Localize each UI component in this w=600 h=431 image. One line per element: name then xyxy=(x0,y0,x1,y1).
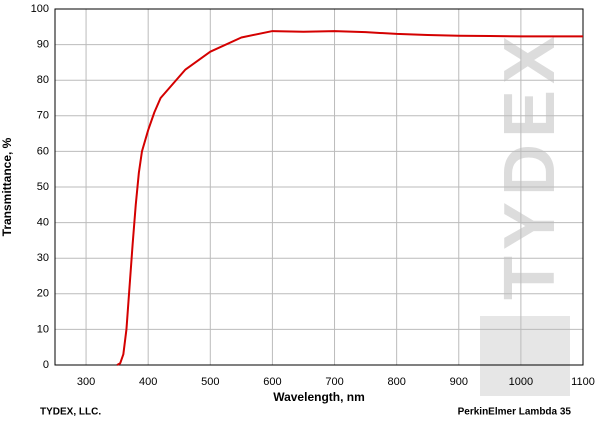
x-tick-label: 1000 xyxy=(509,376,533,388)
y-tick-label: 30 xyxy=(37,252,49,264)
y-tick-label: 50 xyxy=(37,181,49,193)
y-tick-label: 100 xyxy=(31,3,49,15)
x-tick-label: 700 xyxy=(325,376,343,388)
y-tick-label: 90 xyxy=(37,39,49,51)
y-tick-label: 80 xyxy=(37,74,49,86)
y-tick-label: 20 xyxy=(37,288,49,300)
footer-left: TYDEX, LLC. xyxy=(40,407,101,418)
x-tick-label: 1100 xyxy=(571,376,595,388)
x-tick-label: 900 xyxy=(450,376,468,388)
data-line xyxy=(116,30,583,366)
watermark: TYDEX xyxy=(490,30,570,300)
y-axis-label: Transmittance, % xyxy=(0,137,14,236)
y-tick-label: 40 xyxy=(37,217,49,229)
plot-frame xyxy=(54,8,584,366)
x-tick-label: 600 xyxy=(263,376,281,388)
x-tick-label: 800 xyxy=(387,376,405,388)
x-tick-label: 500 xyxy=(201,376,219,388)
x-axis-label: Wavelength, nm xyxy=(273,390,365,404)
x-tick-label: 400 xyxy=(139,376,157,388)
y-tick-label: 10 xyxy=(37,323,49,335)
footer-right: PerkinElmer Lambda 35 xyxy=(458,407,572,418)
y-tick-label: 0 xyxy=(43,359,49,371)
x-tick-label: 300 xyxy=(77,376,95,388)
y-tick-label: 60 xyxy=(37,145,49,157)
y-tick-label: 70 xyxy=(37,110,49,122)
